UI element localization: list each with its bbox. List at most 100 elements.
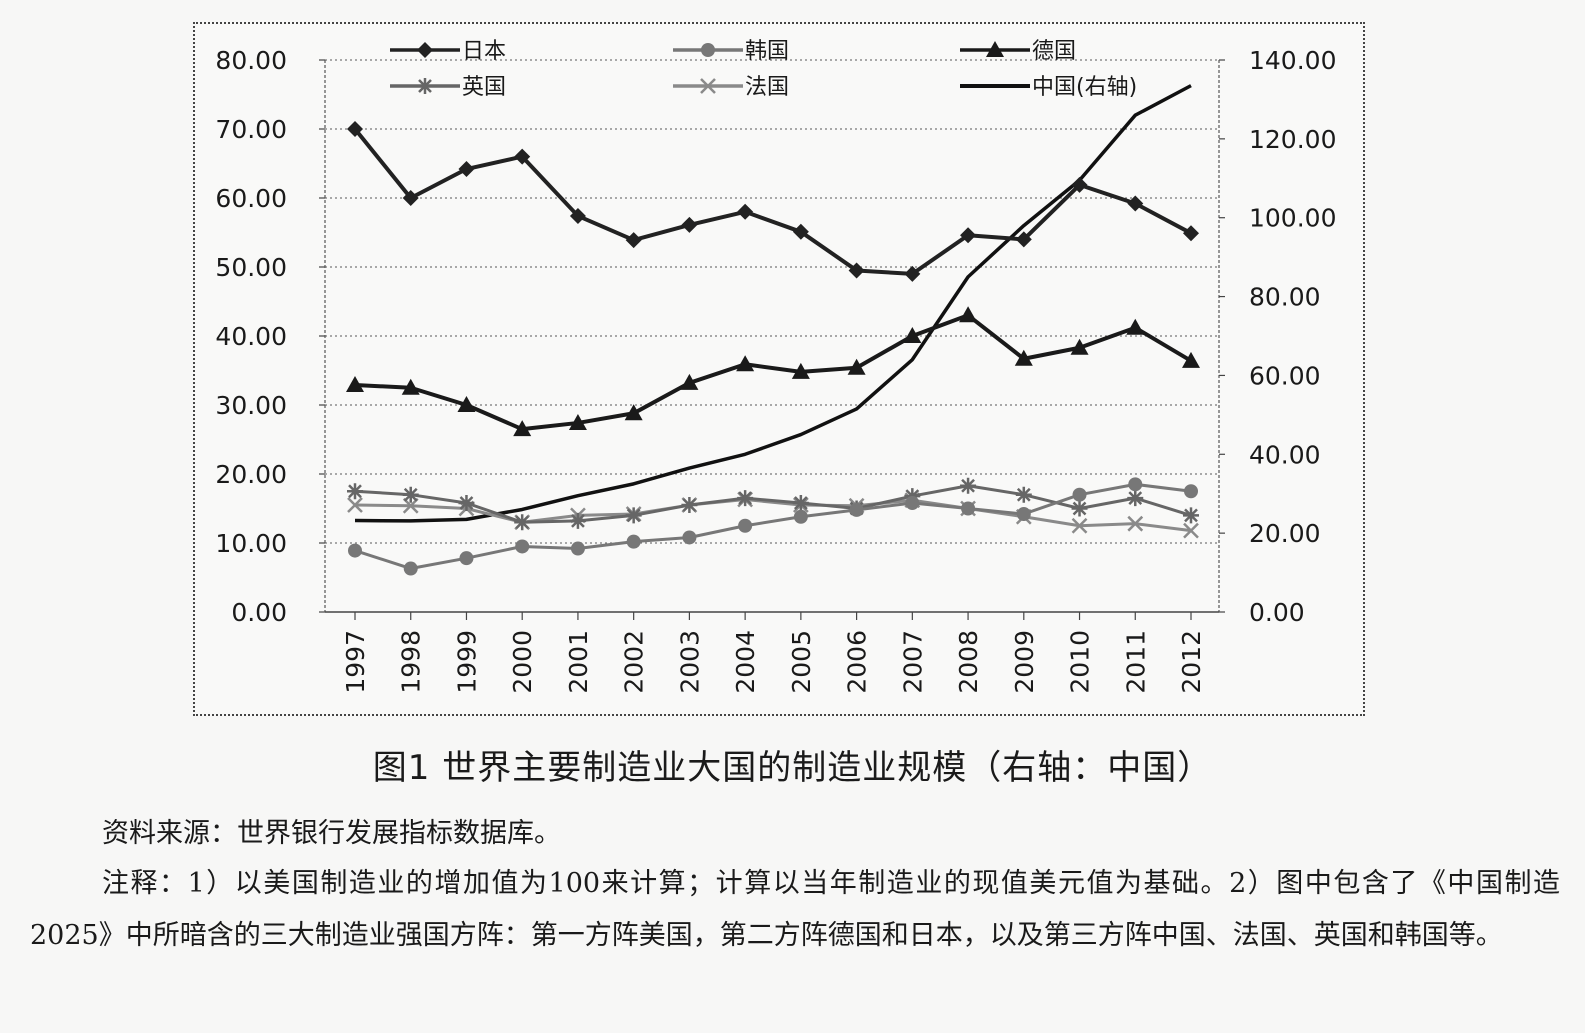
series-2-point-3 (513, 420, 532, 437)
right-tick-label-0: 0.00 (1249, 598, 1305, 627)
series-3-point-13 (1071, 500, 1088, 517)
series-1-point-1 (403, 561, 418, 576)
x-tick-label-14: 2011 (1121, 630, 1150, 694)
legend-marker-2 (986, 41, 1004, 57)
left-tick-label-0: 0.00 (231, 598, 287, 627)
series-4-point-15 (1183, 522, 1199, 539)
legend-label-5: 中国(右轴) (1032, 75, 1137, 100)
series-0-point-7 (737, 203, 754, 220)
series-0-point-5 (625, 232, 642, 249)
right-tick-label-5: 100.00 (1249, 204, 1336, 233)
x-tick-label-15: 2012 (1177, 630, 1206, 694)
series-0-point-6 (681, 216, 698, 233)
series-2-point-13 (1070, 338, 1089, 355)
series-line-5 (354, 84, 1192, 523)
series-2-point-0 (346, 375, 364, 392)
left-tick-label-1: 10.00 (215, 529, 287, 558)
left-tick-label-4: 40.00 (215, 322, 287, 351)
series-3-point-6 (681, 497, 698, 514)
series-2-point-8 (791, 362, 810, 379)
legend-label-0: 日本 (462, 39, 506, 64)
series-2-point-2 (457, 396, 476, 412)
x-tick-label-0: 1997 (341, 630, 370, 694)
x-tick-label-6: 2003 (675, 630, 704, 694)
note-paragraph: 注释：1）以美国制造业的增加值为100来计算；计算以当年制造业的现值美元值为基础… (30, 868, 1560, 951)
series-3-point-7 (737, 490, 754, 507)
series-0-point-12 (1015, 231, 1032, 248)
series-3-point-0 (347, 483, 363, 500)
series-1-point-8 (793, 509, 808, 524)
series-0-point-1 (402, 190, 419, 206)
series-1-point-2 (459, 551, 474, 566)
chart-frame: 0.00 10.00 20.00 30.00 40.00 50.00 60.00 70.00 8… (193, 22, 1365, 716)
series-line-4 (354, 498, 1192, 533)
legend-marker-4 (700, 78, 716, 94)
left-tick-label-8: 80.00 (215, 46, 287, 75)
series-3-point-14 (1127, 490, 1144, 507)
series-1-point-0 (348, 543, 362, 558)
series-3-point-1 (402, 486, 419, 503)
legend-marker-3 (417, 78, 433, 94)
x-tick-label-10: 2007 (898, 630, 927, 694)
x-tick-label-5: 2002 (620, 630, 649, 694)
series-4-point-0 (347, 497, 363, 513)
series-3-point-8 (792, 494, 809, 511)
series-2-point-10 (903, 327, 922, 343)
series-2-point-6 (680, 373, 699, 390)
figure-caption: 图1 世界主要制造业大国的制造业规模（右轴：中国） (372, 748, 1213, 788)
series-3-point-4 (569, 512, 586, 529)
series-3-point-12 (1015, 486, 1032, 503)
series-4-point-13 (1071, 517, 1088, 534)
left-tick-label-2: 20.00 (215, 460, 287, 489)
left-tick-label-5: 50.00 (215, 253, 287, 282)
series-1-point-15 (1184, 484, 1198, 499)
series-0-point-9 (848, 262, 865, 279)
series-1-point-10 (905, 495, 920, 510)
series-1-point-7 (738, 518, 753, 533)
series-3-point-2 (458, 494, 475, 511)
x-tick-label-12: 2009 (1010, 630, 1039, 694)
series-0-point-0 (347, 121, 363, 137)
series-1-point-6 (682, 530, 697, 545)
x-tick-label-13: 2010 (1066, 630, 1095, 694)
series-2-point-4 (568, 413, 587, 430)
x-tick-label-9: 2006 (843, 630, 872, 694)
series-line-1 (354, 482, 1192, 571)
series-2-point-12 (1014, 349, 1033, 366)
right-tick-label-3: 60.00 (1249, 361, 1321, 390)
x-tick-label-7: 2004 (731, 630, 760, 694)
left-tick-label-7: 70.00 (215, 115, 287, 144)
legend-label-1: 韩国 (745, 39, 789, 64)
series-0-point-11 (960, 227, 977, 244)
series-3-point-3 (514, 514, 531, 531)
series-3-point-15 (1183, 507, 1199, 524)
series-2-point-15 (1182, 351, 1200, 368)
series-2-point-14 (1126, 318, 1145, 335)
legend-marker-0 (417, 42, 433, 58)
legend-label-4: 法国 (745, 75, 789, 100)
series-line-3 (354, 484, 1192, 524)
series-0-point-4 (569, 207, 586, 224)
series-0-point-2 (458, 161, 475, 178)
series-0-point-13 (1071, 176, 1088, 193)
chart-svg: 0.00 10.00 20.00 30.00 40.00 50.00 60.00 70.00 8… (215, 39, 1336, 694)
series-0-point-8 (792, 223, 809, 240)
right-tick-label-2: 40.00 (1249, 440, 1321, 469)
series-1-point-12 (1016, 507, 1031, 522)
series-1-point-3 (515, 539, 530, 554)
x-tick-label-11: 2008 (954, 630, 983, 694)
right-tick-label-6: 120.00 (1249, 125, 1336, 154)
series-2-point-7 (736, 355, 755, 372)
series-1-point-9 (849, 502, 864, 517)
series-2-point-5 (624, 404, 643, 421)
series-2-point-1 (401, 378, 420, 395)
series-1-point-14 (1128, 477, 1143, 492)
series-1-point-13 (1072, 487, 1087, 502)
series-2-point-11 (959, 306, 978, 323)
series-2-point-9 (847, 358, 866, 375)
series-1-point-5 (626, 534, 641, 549)
right-tick-label-4: 80.00 (1249, 283, 1321, 312)
x-tick-label-3: 2000 (508, 630, 537, 694)
series-line-0 (353, 127, 1192, 276)
series-3-point-5 (625, 507, 642, 524)
